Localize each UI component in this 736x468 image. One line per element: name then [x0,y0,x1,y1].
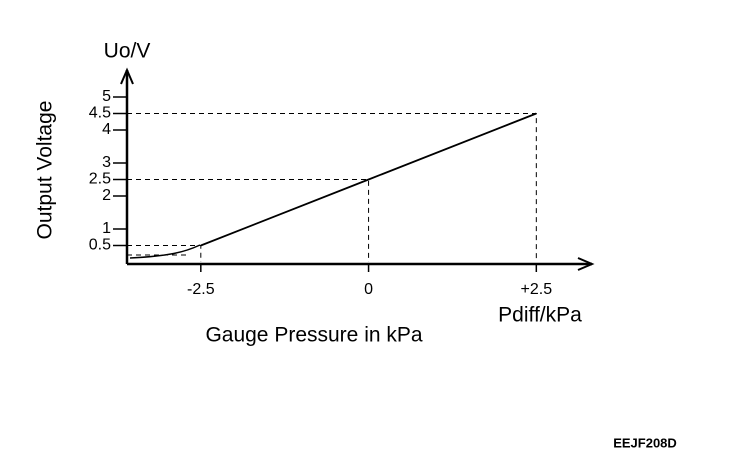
y-tick-label: 5 [102,88,111,105]
y-tick-label: 3 [102,154,111,171]
y-tick-label: 4.5 [89,105,111,122]
x-tick-label: -2.5 [187,281,215,298]
y-tick-label: 4 [102,121,111,138]
y-unit-label: Uo/V [104,40,151,63]
data-line [200,112,537,247]
y-tick-label: 1 [102,220,111,237]
y-tick-label: 0.5 [89,237,111,254]
x-tick-label: 0 [364,281,373,298]
x-tick-label: +2.5 [521,281,553,298]
y-tick-label: 2 [102,187,111,204]
figure-code: EEJF208D [613,435,677,450]
curve-tail [129,244,201,259]
x-axis-title: Gauge Pressure in kPa [205,324,422,347]
guide-line [127,179,370,262]
x-unit-label: Pdiff/kPa [498,304,582,327]
y-tick-label: 2.5 [89,171,111,188]
guide-line [127,113,537,262]
y-axis-arrow [120,67,134,85]
x-axis-arrow [577,257,595,271]
guide-line [127,245,202,262]
y-axis-title: Output Voltage [34,101,57,240]
